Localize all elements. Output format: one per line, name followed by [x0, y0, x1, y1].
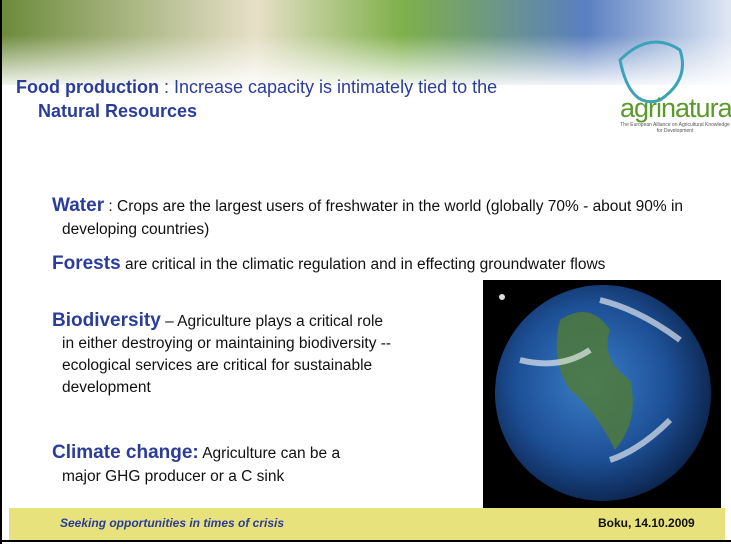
- title-rest: : Increase capacity is intimately tied t…: [158, 77, 498, 97]
- bullet-heading: Biodiversity: [52, 310, 161, 331]
- bullet-text: – Agriculture plays a critical role in e…: [62, 313, 392, 396]
- footer-left: Seeking opportunities in times of crisis: [60, 516, 285, 530]
- banner-fade: [0, 35, 731, 90]
- title: Food production : Increase capacity is i…: [16, 75, 716, 123]
- logo-mark: [618, 40, 684, 103]
- logo: agrinatura The European Alliance on Agri…: [620, 93, 731, 134]
- bullet-heading: Water: [52, 195, 105, 216]
- left-border: [0, 0, 2, 544]
- bullet: Water : Crops are the largest users of f…: [52, 194, 702, 241]
- bullet-heading: Forests: [52, 253, 121, 274]
- bullet-heading: Climate change:: [52, 442, 199, 463]
- title-bold: Food production: [16, 77, 159, 97]
- bottom-border: [0, 540, 731, 542]
- bullet-text: : Crops are the largest users of freshwa…: [62, 198, 684, 238]
- bullet: Climate change: Agriculture can be a maj…: [52, 441, 382, 488]
- bullet-text: are critical in the climatic regulation …: [120, 256, 606, 273]
- footer-right: Boku, 14.10.2009: [598, 516, 695, 530]
- bullet: Forests are critical in the climatic reg…: [52, 252, 722, 276]
- title-line2: Natural Resources: [38, 101, 198, 121]
- bullet-text: Agriculture can be a major GHG producer …: [62, 445, 341, 485]
- clouds: [519, 297, 682, 463]
- logo-tagline: The European Alliance on Agricultural Kn…: [620, 122, 730, 134]
- logo-name: agrinatura: [620, 93, 731, 123]
- bullet: Biodiversity – Agriculture plays a criti…: [52, 310, 397, 399]
- continent: [556, 312, 633, 450]
- footer-bar: [9, 508, 725, 540]
- moon: [499, 294, 505, 300]
